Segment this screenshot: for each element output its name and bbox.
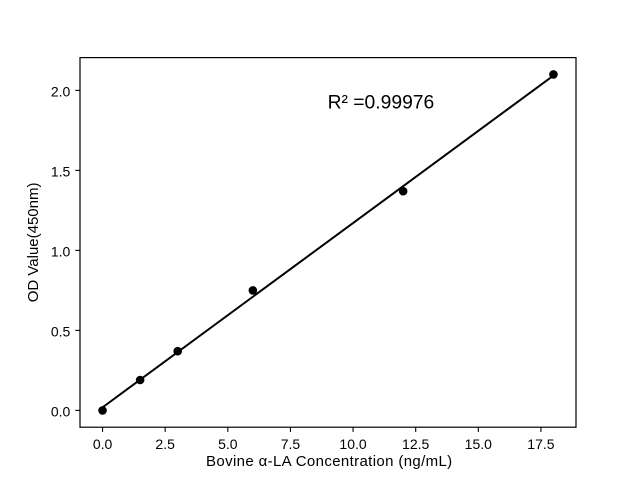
svg-text:OD Value(450nm): OD Value(450nm) — [25, 183, 42, 303]
svg-text:15.0: 15.0 — [465, 436, 492, 452]
svg-text:10.0: 10.0 — [339, 436, 366, 452]
svg-text:7.5: 7.5 — [281, 436, 301, 452]
svg-text:1.5: 1.5 — [51, 163, 71, 179]
svg-text:2.5: 2.5 — [155, 436, 175, 452]
svg-text:2.0: 2.0 — [51, 83, 71, 99]
svg-text:Bovine α-LA Concentration (ng/: Bovine α-LA Concentration (ng/mL) — [206, 453, 453, 470]
svg-text:0.0: 0.0 — [93, 436, 113, 452]
svg-text:17.5: 17.5 — [527, 436, 554, 452]
svg-text:0.5: 0.5 — [51, 323, 71, 339]
svg-text:5.0: 5.0 — [218, 436, 238, 452]
svg-text:0.0: 0.0 — [51, 403, 71, 419]
svg-text:R² =0.99976: R² =0.99976 — [328, 92, 435, 113]
svg-text:1.0: 1.0 — [51, 243, 71, 259]
svg-text:12.5: 12.5 — [402, 436, 429, 452]
